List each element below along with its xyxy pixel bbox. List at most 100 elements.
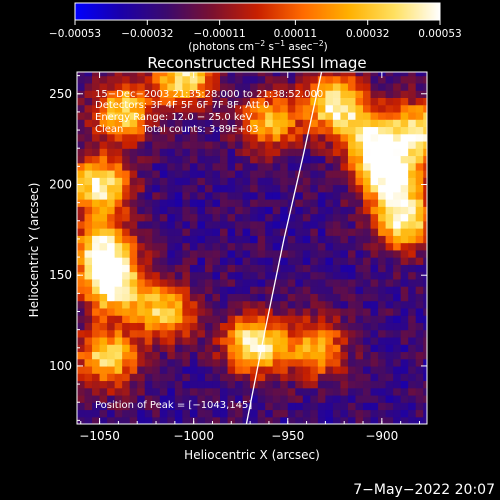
heatmap-cell	[220, 293, 229, 302]
heatmap-cell	[189, 206, 199, 215]
heatmap-cell	[152, 322, 161, 331]
heatmap-cell	[114, 155, 123, 164]
heatmap-cell	[212, 162, 221, 171]
heatmap-cell	[423, 191, 427, 200]
heatmap-cell	[235, 97, 244, 106]
heatmap-cell	[235, 278, 244, 287]
heatmap-cell	[204, 104, 214, 113]
heatmap-cell	[250, 191, 259, 200]
heatmap-cell	[265, 264, 274, 273]
heatmap-cell	[363, 169, 372, 178]
heatmap-cell	[272, 278, 281, 287]
heatmap-cell	[265, 191, 274, 200]
heatmap-cell	[92, 329, 101, 338]
heatmap-cell	[287, 155, 296, 164]
heatmap-cell	[347, 358, 357, 367]
heatmap-cell	[122, 307, 131, 316]
heatmap-cell	[408, 387, 417, 396]
heatmap-cell	[144, 257, 153, 265]
heatmap-cell	[84, 373, 93, 382]
heatmap-cell	[415, 90, 424, 98]
heatmap-cell	[332, 416, 342, 424]
heatmap-cell	[99, 228, 108, 236]
heatmap-cell	[272, 162, 281, 171]
heatmap-cell	[99, 162, 108, 171]
heatmap-cell	[385, 242, 394, 251]
heatmap-cell	[423, 358, 427, 367]
heatmap-cell	[204, 264, 214, 273]
heatmap-cell	[295, 336, 304, 345]
heatmap-cell	[408, 75, 417, 84]
heatmap-cell	[144, 155, 153, 164]
heatmap-cell	[302, 169, 311, 178]
heatmap-cell	[340, 365, 349, 374]
heatmap-cell	[92, 206, 101, 215]
heatmap-cell	[114, 307, 123, 316]
heatmap-cell	[400, 278, 409, 287]
heatmap-cell	[317, 111, 326, 120]
heatmap-cell	[227, 111, 236, 120]
heatmap-cell	[107, 249, 116, 258]
heatmap-cell	[385, 97, 394, 106]
heatmap-cell	[235, 213, 244, 222]
heatmap-cell	[220, 162, 229, 171]
heatmap-cell	[137, 344, 146, 353]
heatmap-cell	[137, 228, 146, 236]
heatmap-cell	[347, 344, 357, 353]
heatmap-cell	[99, 206, 108, 215]
heatmap-cell	[122, 351, 131, 360]
heatmap-cell	[280, 336, 289, 345]
heatmap-cell	[137, 315, 146, 323]
heatmap-cell	[250, 300, 259, 309]
heatmap-cell	[84, 264, 93, 273]
heatmap-cell	[325, 336, 334, 345]
heatmap-cell	[220, 169, 229, 178]
heatmap-cell	[257, 307, 266, 316]
heatmap-cell	[114, 140, 123, 149]
heatmap-cell	[325, 264, 334, 273]
heatmap-cell	[287, 307, 296, 316]
heatmap-cell	[400, 82, 409, 91]
heatmap-cell	[310, 228, 319, 236]
heatmap-cell	[77, 162, 86, 171]
heatmap-cell	[92, 220, 101, 229]
heatmap-cell	[378, 344, 387, 353]
heatmap-cell	[355, 220, 364, 229]
heatmap-cell	[242, 184, 251, 193]
heatmap-cell	[174, 300, 183, 309]
heatmap-cell	[340, 169, 349, 178]
heatmap-cell	[122, 199, 131, 207]
heatmap-cell	[122, 191, 131, 200]
heatmap-cell	[310, 329, 319, 338]
heatmap-cell	[340, 228, 349, 236]
heatmap-cell	[129, 220, 138, 229]
heatmap-cell	[122, 402, 131, 411]
heatmap-cell	[220, 358, 229, 367]
heatmap-cell	[355, 82, 364, 91]
heatmap-cell	[325, 409, 334, 418]
heatmap-cell	[167, 90, 176, 98]
heatmap-cell	[77, 119, 86, 128]
heatmap-cell	[122, 344, 131, 353]
heatmap-cell	[347, 409, 357, 418]
heatmap-cell	[325, 213, 334, 222]
heatmap-cell	[235, 199, 244, 207]
heatmap-cell	[227, 387, 236, 396]
heatmap-cell	[92, 104, 101, 113]
heatmap-cell	[302, 148, 311, 157]
heatmap-cell	[167, 373, 176, 382]
heatmap-cell	[152, 242, 161, 251]
heatmap-cell	[378, 257, 387, 265]
heatmap-cell	[347, 220, 357, 229]
heatmap-cell	[378, 271, 387, 280]
heatmap-cell	[423, 213, 427, 222]
heatmap-cell	[197, 140, 206, 149]
heatmap-cell	[137, 213, 146, 222]
heatmap-cell	[107, 373, 116, 382]
heatmap-cell	[347, 307, 357, 316]
heatmap-cell	[189, 257, 199, 265]
heatmap-cell	[137, 235, 146, 244]
heatmap-cell	[385, 75, 394, 84]
heatmap-cell	[197, 293, 206, 302]
heatmap-cell	[137, 119, 146, 128]
